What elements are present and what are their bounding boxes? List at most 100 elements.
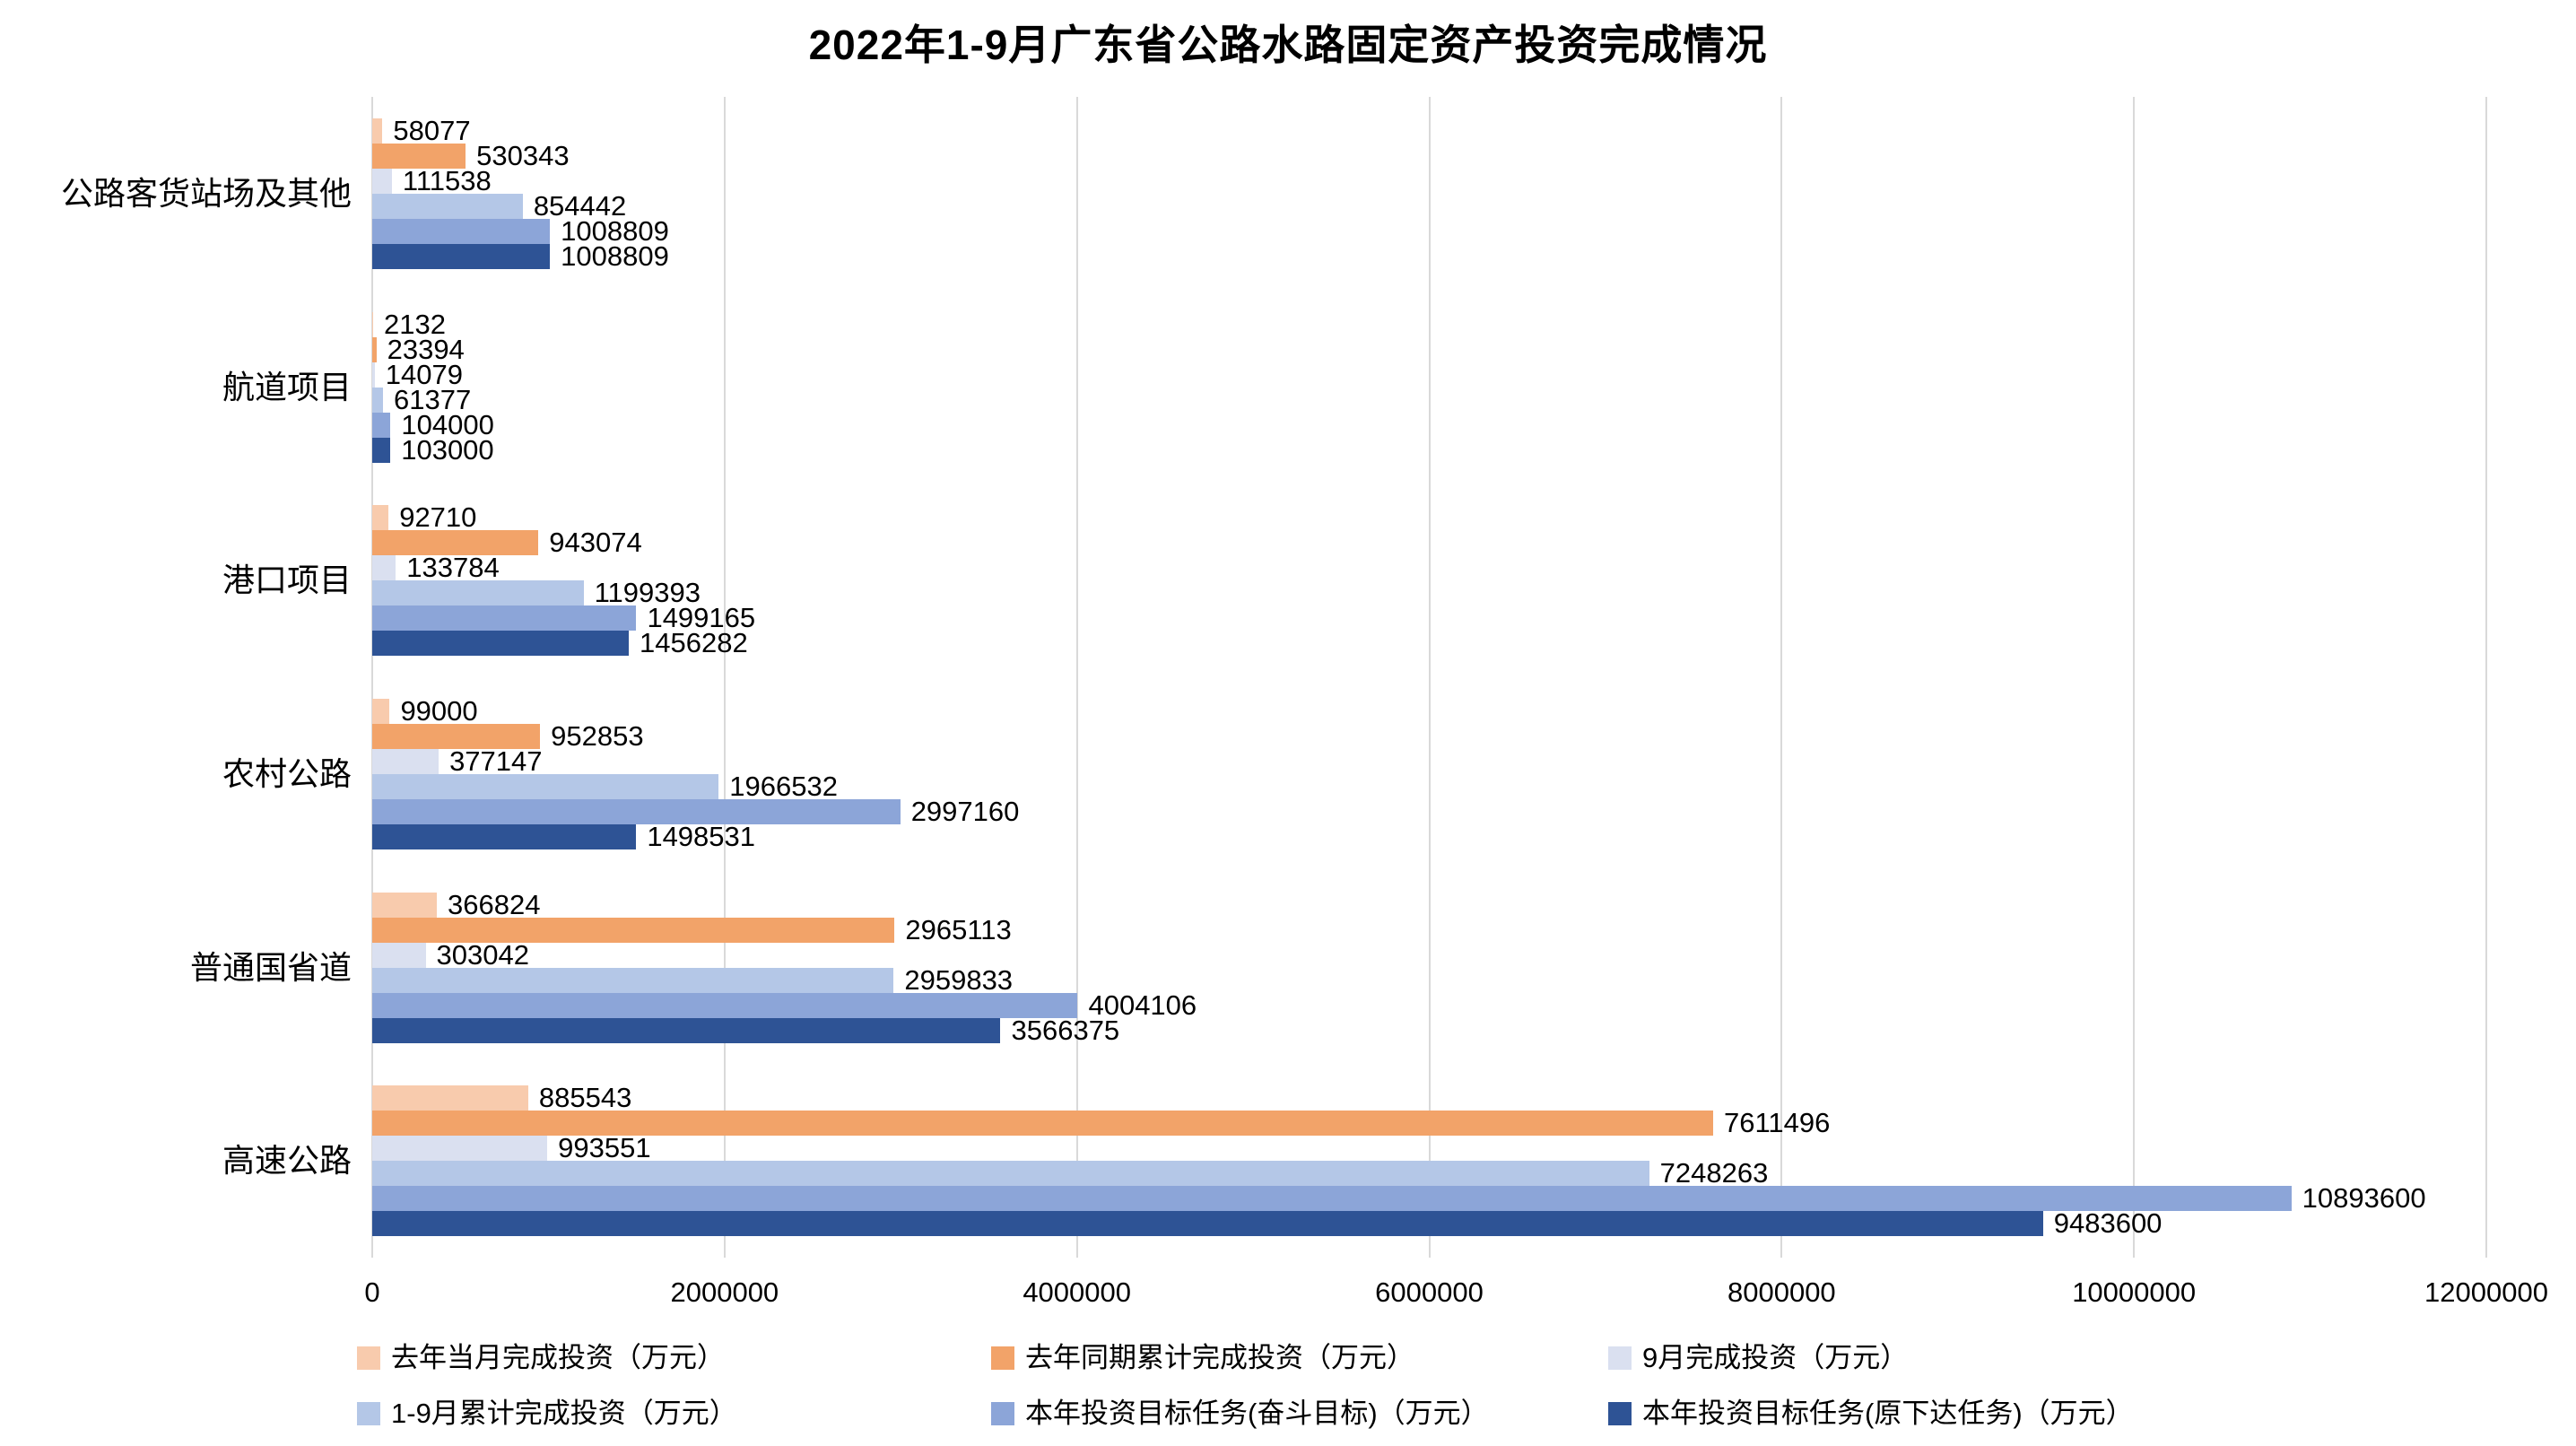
- legend-label: 9月完成投资（万元）: [1642, 1342, 1909, 1373]
- legend-item: 去年当月完成投资（万元）: [357, 1338, 725, 1378]
- bar: [372, 773, 719, 799]
- legend-label: 本年投资目标任务(奋斗目标)（万元）: [1025, 1398, 1489, 1429]
- bar: [372, 698, 390, 724]
- bar: [372, 942, 426, 968]
- legend-label: 去年同期累计完成投资（万元）: [1025, 1342, 1414, 1373]
- bar: [372, 118, 383, 144]
- x-tick-label: 12000000: [2424, 1276, 2548, 1308]
- legend-swatch: [991, 1346, 1014, 1370]
- x-tick-label: 8000000: [1727, 1276, 1836, 1308]
- bar-value-label: 133784: [406, 552, 500, 584]
- bar-value-label: 99000: [400, 694, 478, 727]
- bar: [372, 823, 637, 849]
- legend-item: 本年投资目标任务(奋斗目标)（万元）: [991, 1394, 1489, 1433]
- bar: [372, 1136, 548, 1162]
- bar-value-label: 1008809: [561, 240, 669, 272]
- bar-value-label: 3566375: [1011, 1014, 1120, 1046]
- bar: [372, 243, 551, 269]
- bar: [372, 1161, 1649, 1187]
- bar: [372, 387, 384, 413]
- bar: [372, 723, 541, 749]
- bar: [372, 143, 466, 169]
- bar-value-label: 1499165: [647, 602, 756, 634]
- bar-value-label: 111538: [402, 164, 492, 196]
- bar: [372, 218, 551, 244]
- bar-value-label: 530343: [476, 139, 570, 171]
- bar-value-label: 1456282: [640, 627, 748, 659]
- gridline: [1780, 97, 1783, 1258]
- category-label: 港口项目: [222, 562, 352, 599]
- bar: [372, 967, 894, 993]
- legend-swatch: [357, 1346, 380, 1370]
- bar: [372, 555, 396, 581]
- bar-value-label: 14079: [385, 358, 463, 390]
- legend-swatch: [1608, 1402, 1632, 1425]
- bar-value-label: 103000: [401, 433, 494, 466]
- x-tick-label: 2000000: [670, 1276, 779, 1308]
- page-title: 2022年1-9月广东省公路水路固定资产投资完成情况: [808, 22, 1768, 68]
- gridline: [723, 97, 726, 1258]
- legend-item: 1-9月累计完成投资（万元）: [357, 1394, 737, 1433]
- bar-value-label: 303042: [436, 938, 529, 971]
- bar-value-label: 2997160: [910, 795, 1020, 827]
- bar: [372, 437, 391, 463]
- bar-value-label: 2132: [384, 308, 446, 340]
- bar: [372, 193, 523, 219]
- bar: [372, 580, 584, 606]
- bar: [372, 1111, 1714, 1137]
- bar-value-label: 993551: [558, 1132, 651, 1164]
- bar: [372, 748, 439, 774]
- legend-label: 本年投资目标任务(原下达任务)（万元）: [1642, 1398, 2134, 1429]
- gridline: [2485, 97, 2487, 1258]
- legend-swatch: [991, 1402, 1014, 1425]
- legend-swatch: [1608, 1346, 1632, 1370]
- x-tick-label: 0: [364, 1276, 380, 1308]
- bar: [372, 505, 389, 531]
- legend-item: 9月完成投资（万元）: [1608, 1338, 1908, 1378]
- bar-value-label: 854442: [533, 189, 627, 222]
- bar-value-label: 1199393: [594, 577, 701, 609]
- bar-value-label: 2965113: [905, 913, 1012, 945]
- legend-item: 本年投资目标任务(原下达任务)（万元）: [1608, 1394, 2134, 1433]
- bar: [372, 1017, 1001, 1043]
- gridline: [1428, 97, 1431, 1258]
- bar-value-label: 366824: [448, 888, 541, 920]
- bar: [372, 1186, 2292, 1212]
- category-label: 公路客货站场及其他: [60, 174, 352, 212]
- legend-label: 去年当月完成投资（万元）: [391, 1342, 725, 1373]
- x-tick-label: 10000000: [2072, 1276, 2197, 1308]
- bar-value-label: 2959833: [904, 963, 1014, 996]
- bar: [372, 917, 895, 943]
- x-tick-label: 6000000: [1375, 1276, 1484, 1308]
- legend-swatch: [357, 1402, 380, 1425]
- bar: [372, 311, 373, 337]
- bar: [372, 336, 377, 362]
- gridline: [371, 97, 373, 1258]
- bar: [372, 992, 1078, 1018]
- gridline: [1075, 97, 1078, 1258]
- category-label: 普通国省道: [189, 948, 352, 986]
- legend-item: 去年同期累计完成投资（万元）: [991, 1338, 1414, 1378]
- bar-value-label: 23394: [387, 333, 465, 365]
- bar-value-label: 7248263: [1659, 1157, 1769, 1189]
- bar-value-label: 9483600: [2053, 1207, 2163, 1240]
- bar-value-label: 952853: [551, 719, 644, 752]
- bar-value-label: 885543: [538, 1082, 632, 1114]
- category-label: 农村公路: [222, 754, 352, 792]
- bar: [372, 168, 392, 194]
- bar: [372, 362, 375, 388]
- x-tick-label: 4000000: [1023, 1276, 1131, 1308]
- gridline: [2133, 97, 2136, 1258]
- bar: [372, 1085, 528, 1111]
- bar-value-label: 58077: [393, 114, 471, 146]
- bar: [372, 631, 630, 657]
- bar-value-label: 61377: [394, 383, 472, 415]
- bar-value-label: 92710: [399, 501, 477, 534]
- bar-value-label: 1498531: [647, 820, 756, 852]
- bar: [372, 412, 391, 438]
- bar: [372, 1211, 2043, 1237]
- bar: [372, 605, 637, 632]
- category-label: 航道项目: [222, 368, 352, 405]
